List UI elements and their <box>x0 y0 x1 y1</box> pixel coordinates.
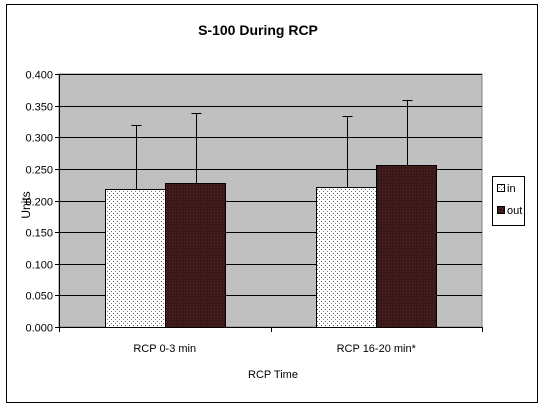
y-tick-label: 0.150 <box>25 228 53 240</box>
x-axis-label: RCP Time <box>248 369 298 381</box>
y-tick-label: 0.200 <box>25 197 53 209</box>
legend-label-in: in <box>507 183 516 195</box>
legend: in out <box>492 176 525 226</box>
legend-swatch-in <box>497 184 505 192</box>
bar-group <box>105 165 437 328</box>
x-axis-ticks: RCP 0-3 min RCP 16-20 min* <box>59 327 483 355</box>
bar-in-1 <box>316 187 377 328</box>
y-tick-label: 0.050 <box>25 291 53 303</box>
x-tick-label: RCP 0-3 min <box>133 343 196 355</box>
bar-out-0 <box>165 183 226 328</box>
y-tick-label: 0.300 <box>25 133 53 145</box>
y-tick-label: 0.250 <box>25 165 53 177</box>
chart-title: S-100 During RCP <box>198 22 318 38</box>
y-axis-ticks: 0.000 0.050 0.100 0.150 0.200 0.250 0.300 0.350… <box>25 70 59 335</box>
legend-swatch-out <box>497 206 505 214</box>
y-tick-label: 0.350 <box>25 102 53 114</box>
y-axis-label: Units <box>19 191 33 218</box>
y-tick-label: 0.400 <box>25 70 53 82</box>
error-bars <box>131 100 413 190</box>
x-tick-label: RCP 16-20 min* <box>337 343 417 355</box>
legend-label-out: out <box>507 205 522 217</box>
y-tick-label: 0.100 <box>25 260 53 272</box>
bar-in-0 <box>105 189 166 328</box>
y-tick-label: 0.000 <box>25 323 53 335</box>
bar-out-1 <box>376 165 437 328</box>
